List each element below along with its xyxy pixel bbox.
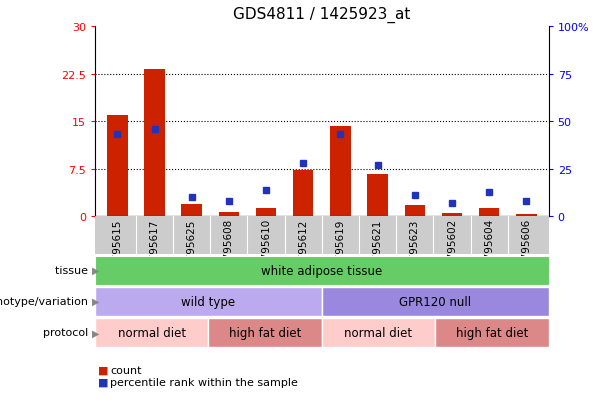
Bar [516,214,536,217]
Bar [256,209,276,217]
Text: high fat diet: high fat diet [229,326,302,339]
Text: GSM795608: GSM795608 [224,219,234,282]
Bar [208,318,322,347]
Bar [219,212,239,217]
Bar [322,318,435,347]
Text: ▶: ▶ [92,266,99,275]
Bar [181,204,202,217]
Text: GPR120 null: GPR120 null [399,295,471,308]
Text: white adipose tissue: white adipose tissue [261,264,383,277]
Text: GSM795606: GSM795606 [521,219,531,282]
Text: GSM795623: GSM795623 [409,219,420,282]
Text: GSM795604: GSM795604 [484,219,494,282]
Text: GSM795602: GSM795602 [447,219,457,282]
Text: ▶: ▶ [92,328,99,337]
Text: GSM795619: GSM795619 [335,219,345,282]
Text: ■: ■ [98,377,109,387]
Bar [95,287,322,316]
Text: GSM795625: GSM795625 [187,219,197,282]
Bar [479,209,500,217]
Bar [144,70,165,217]
Text: count: count [110,365,142,375]
Title: GDS4811 / 1425923_at: GDS4811 / 1425923_at [233,7,411,23]
Bar [405,205,425,217]
Text: GSM795610: GSM795610 [261,219,271,282]
Text: GSM795621: GSM795621 [373,219,383,282]
Text: GSM795617: GSM795617 [150,219,159,282]
Text: normal diet: normal diet [118,326,186,339]
Bar [107,116,128,217]
Text: normal diet: normal diet [345,326,413,339]
Bar [293,171,313,217]
Text: GSM795615: GSM795615 [112,219,123,282]
Text: protocol: protocol [43,328,92,337]
Bar [367,174,388,217]
Text: ■: ■ [98,365,109,375]
Text: percentile rank within the sample: percentile rank within the sample [110,377,298,387]
Bar [435,318,549,347]
Text: high fat diet: high fat diet [455,326,528,339]
Text: ▶: ▶ [92,297,99,306]
Text: genotype/variation: genotype/variation [0,297,92,306]
Bar [442,214,462,217]
Bar [322,287,549,316]
Text: wild type: wild type [181,295,235,308]
Text: GSM795612: GSM795612 [299,219,308,282]
Text: tissue: tissue [55,266,92,275]
Bar [95,318,208,347]
Bar [330,126,351,217]
